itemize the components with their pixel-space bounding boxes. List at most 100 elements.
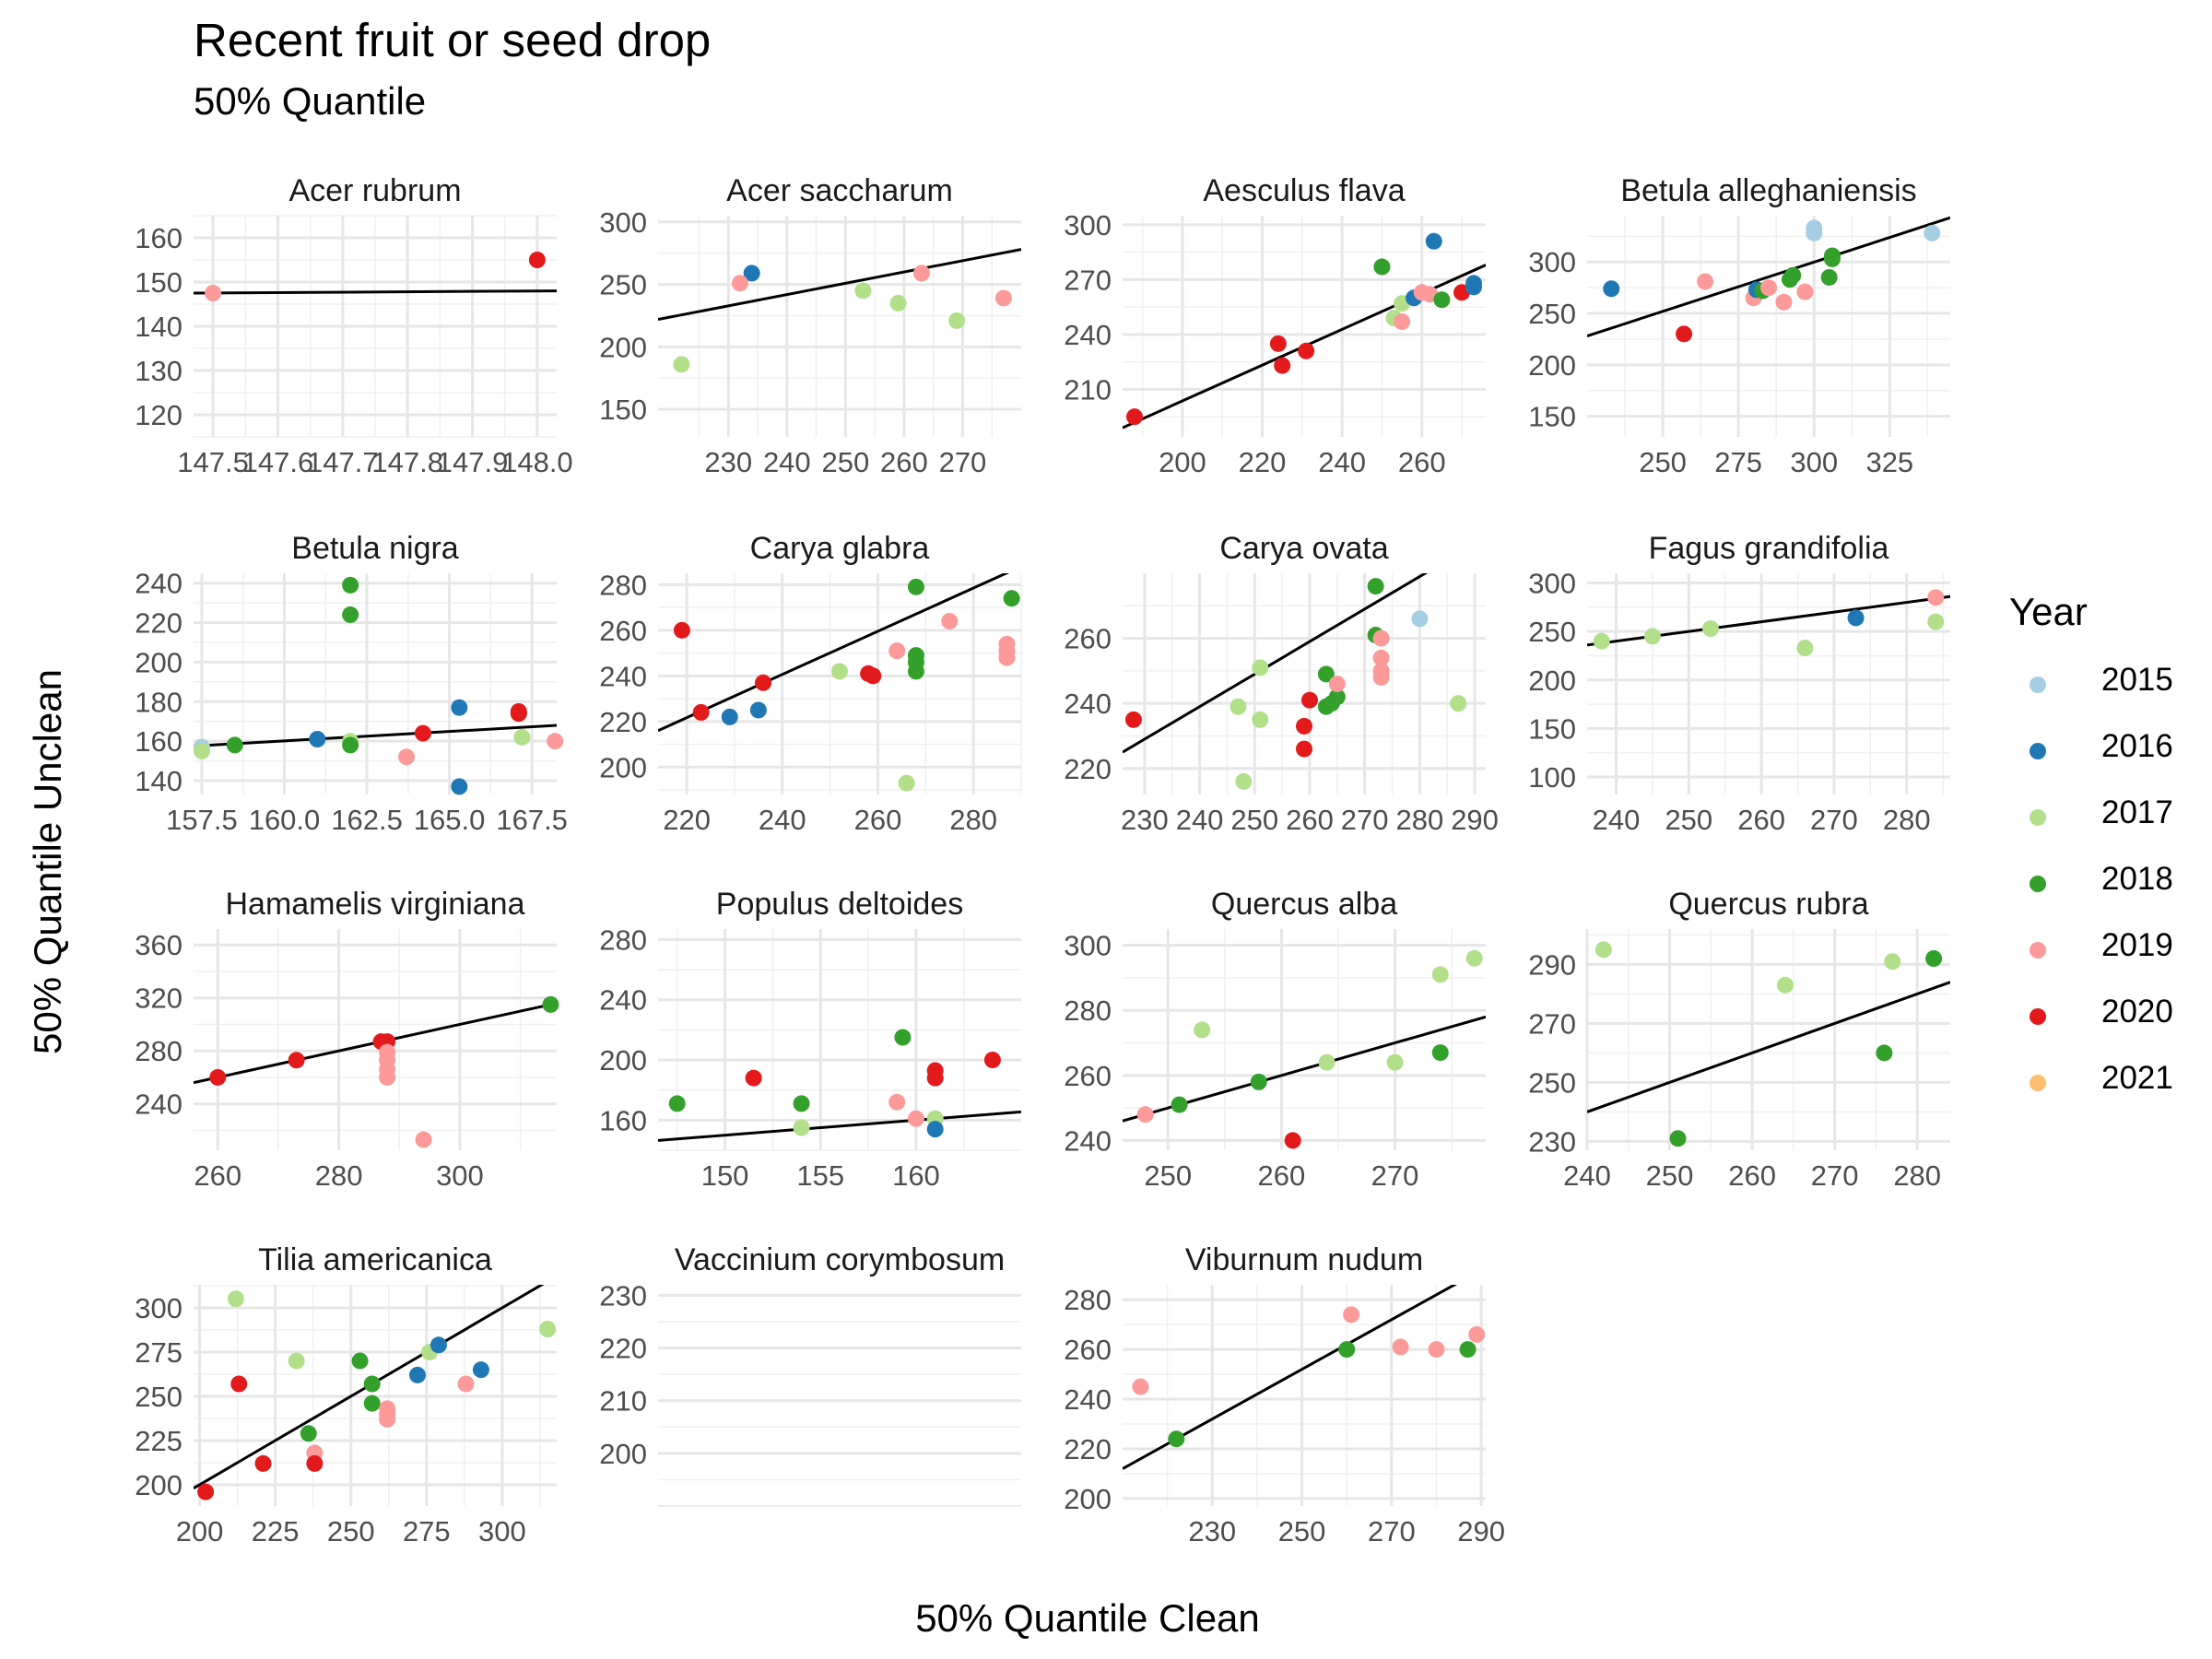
legend-items: 2015 2016 2017 2018 2019 2020 2021: [2009, 662, 2173, 1126]
data-point-2016: [926, 1121, 944, 1138]
x-tick-label: 280: [1883, 804, 1931, 836]
y-tick-label: 240: [1064, 688, 1112, 720]
y-tick-label: 160: [135, 222, 182, 254]
facet-panel: Betula alleghaniensis 250 275 300 325 150 200 2…: [1528, 173, 1950, 478]
data-point-2016: [1847, 609, 1865, 627]
y-tick-label: 280: [1064, 994, 1112, 1027]
data-point-2020: [510, 705, 527, 723]
data-point-2020: [1284, 1132, 1301, 1149]
data-point-2019: [888, 1093, 906, 1111]
y-tick-label: 320: [135, 982, 182, 1015]
data-point-2018: [1820, 268, 1838, 286]
y-tick-label: 200: [599, 331, 647, 363]
y-tick-label: 300: [1064, 930, 1112, 962]
y-tick-label: 260: [1064, 1334, 1112, 1366]
data-point-2017: [288, 1352, 305, 1370]
y-tick-label: 150: [599, 394, 647, 426]
x-tick-label: 165.0: [414, 804, 486, 836]
data-point-2018: [1373, 258, 1391, 276]
fit-line: [658, 573, 1010, 733]
legend-title: Year: [2009, 590, 2088, 633]
data-point-2018: [1168, 1430, 1185, 1448]
facet-panel: Acer rubrum 147.5147.6147.7147.8147.9148.…: [135, 173, 572, 478]
data-point-2018: [1876, 1044, 1893, 1062]
x-tick-label: 250: [1230, 804, 1278, 836]
data-point-2019: [1372, 668, 1390, 686]
data-point-2019: [1372, 649, 1390, 666]
x-tick-label: 157.5: [166, 804, 238, 836]
x-tick-label: 260: [1286, 804, 1334, 836]
y-tick-label: 240: [599, 660, 647, 692]
data-point-2018: [1250, 1073, 1267, 1090]
data-point-2018: [351, 1352, 369, 1370]
y-tick-label: 290: [1528, 948, 1576, 981]
data-point-2017: [1235, 772, 1253, 790]
fit-line: [1587, 594, 1950, 647]
data-point-2020: [288, 1052, 305, 1069]
x-tick-label: 260: [1737, 804, 1785, 836]
legend-label: 2021: [2101, 1060, 2173, 1096]
legend-item-2016: 2016: [2009, 728, 2173, 794]
y-tick-label: 200: [599, 1438, 647, 1470]
x-tick-label: 200: [176, 1515, 224, 1547]
x-tick-label: 275: [1714, 446, 1762, 478]
data-point-2016: [451, 699, 468, 716]
data-point-2017: [1252, 711, 1269, 728]
legend-label: 2020: [2101, 994, 2173, 1030]
data-point-2016: [721, 708, 738, 725]
fit-line: [194, 724, 557, 747]
data-point-2019: [1428, 1341, 1445, 1359]
data-point-2016: [749, 701, 767, 719]
data-point-2019: [998, 649, 1016, 666]
data-point-2016: [309, 731, 326, 747]
y-tick-label: 120: [135, 399, 182, 431]
legend-swatch: [2030, 1075, 2046, 1091]
data-point-2017: [1776, 976, 1794, 994]
x-tick-label: 220: [1239, 446, 1287, 478]
data-point-2020: [926, 1069, 944, 1087]
facet-title: Tilia americanica: [258, 1242, 492, 1277]
data-point-2019: [415, 1131, 432, 1148]
y-tick-label: 180: [135, 686, 182, 718]
data-point-2018: [1823, 250, 1841, 267]
data-point-2019: [1468, 1325, 1486, 1343]
y-tick-label: 300: [599, 206, 647, 239]
data-point-2019: [1372, 629, 1390, 647]
facet-panel: Quercus rubra 240 250 260 270 280 230 250 270 290: [1528, 887, 1950, 1192]
y-tick-label: 270: [1064, 264, 1112, 296]
data-point-2020: [865, 667, 882, 685]
facet-title: Quercus rubra: [1668, 887, 1868, 922]
data-point-2019: [457, 1375, 475, 1393]
y-tick-label: 140: [135, 311, 182, 343]
x-tick-label: 250: [1646, 1159, 1694, 1192]
data-point-2015: [1924, 224, 1941, 241]
y-tick-label: 220: [1064, 1433, 1112, 1465]
y-tick-label: 250: [1528, 1066, 1576, 1099]
fit-line: [658, 248, 1021, 322]
y-tick-label: 260: [599, 615, 647, 647]
x-tick-label: 270: [939, 446, 987, 478]
y-tick-label: 250: [599, 269, 647, 301]
facet-panel: Vaccinium corymbosum 200 210 220 230: [599, 1242, 1021, 1507]
y-tick-label: 130: [135, 355, 182, 387]
data-point-2018: [894, 1029, 912, 1046]
y-tick-label: 210: [1064, 373, 1112, 406]
data-point-2018: [1317, 665, 1335, 683]
data-point-2020: [230, 1375, 248, 1393]
legend-label: 2019: [2101, 927, 2173, 963]
data-point-2019: [205, 285, 222, 301]
data-point-2018: [793, 1095, 810, 1112]
x-tick-label: 270: [1811, 1159, 1859, 1192]
y-tick-label: 300: [1528, 246, 1576, 278]
data-point-2017: [1927, 613, 1945, 630]
y-tick-label: 160: [135, 725, 182, 758]
x-tick-label: 270: [1341, 804, 1389, 836]
y-tick-label: 280: [135, 1035, 182, 1067]
y-tick-label: 240: [599, 984, 647, 1017]
facet-panel: Tilia americanica 200 225 250 275 300 200 225 25…: [135, 1242, 557, 1547]
fit-line: [658, 1110, 1021, 1142]
legend-swatch: [2030, 809, 2046, 826]
facet-title: Fagus grandifolia: [1649, 531, 1889, 566]
